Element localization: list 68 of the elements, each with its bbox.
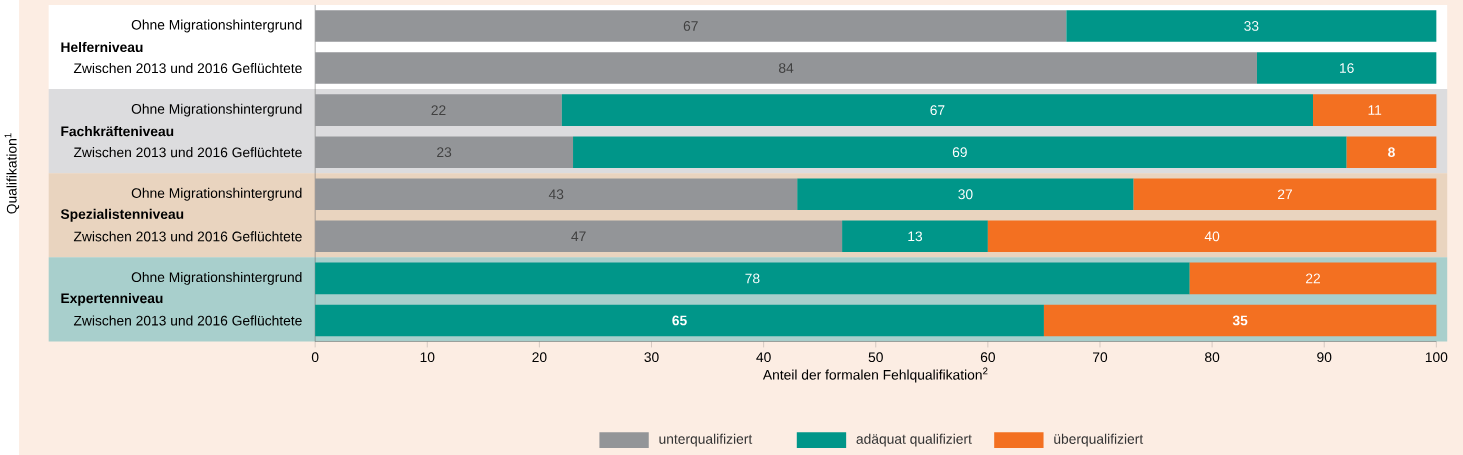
data-label: 47 (571, 231, 586, 242)
y-tick-label: Ohne Migrationshintergrund (131, 19, 302, 33)
text: Helferniveau (61, 41, 143, 53)
data-label: 40 (1204, 231, 1220, 242)
x-tick-label: 100 (1425, 352, 1448, 363)
data-label: 67 (683, 21, 698, 31)
data-label: 65 (672, 315, 687, 326)
bar (315, 220, 843, 253)
x-tick-label: 70 (1093, 352, 1108, 363)
x-tick-label: 50 (868, 352, 883, 363)
bar (573, 136, 1347, 168)
legend-label: überqualifiziert (1054, 433, 1144, 447)
text: Expertenniveau (61, 292, 163, 306)
bar (315, 94, 562, 126)
bar (315, 262, 1190, 295)
data-label: 8 (1388, 147, 1395, 158)
bar (1043, 304, 1437, 337)
bar (987, 220, 1437, 253)
x-tick-label: 30 (644, 352, 659, 363)
data-label: 35 (1232, 315, 1248, 326)
data-label: 23 (437, 147, 452, 158)
x-tick-label: 80 (1205, 352, 1220, 363)
bar (1346, 136, 1437, 168)
data-label: 11 (1368, 105, 1382, 115)
y-tick-label: Zwischen 2013 und 2016 Geflüchtete (73, 147, 302, 158)
x-tick-label: 90 (1317, 352, 1332, 363)
bar (842, 220, 988, 253)
data-label: 84 (778, 63, 794, 73)
y-axis-title: Qualifikation$^{1}$ (4, 133, 20, 214)
data-label: 69 (952, 147, 967, 158)
legend-label: unterqualifiziert (659, 433, 753, 447)
x-tick-label: 40 (756, 352, 771, 363)
data-label: 27 (1278, 189, 1292, 200)
x-tick-label: 60 (980, 352, 996, 363)
bar (797, 178, 1134, 211)
bar (315, 10, 1067, 42)
data-label: 33 (1244, 21, 1259, 31)
y-tick-label: Zwischen 2013 und 2016 Geflüchtete (73, 62, 302, 74)
x-tick-label: 20 (532, 352, 547, 363)
y-tick-label: Ohne Migrationshintergrund (131, 187, 302, 201)
y-tick-label: Zwischen 2013 und 2016 Geflüchtete (73, 315, 302, 326)
data-label: 43 (548, 189, 564, 200)
x-tick-label: 0 (311, 352, 319, 363)
data-label: 67 (930, 105, 945, 116)
bar (315, 304, 1044, 337)
data-label: 16 (1340, 63, 1354, 73)
data-label: 78 (745, 273, 760, 284)
bar (1256, 52, 1437, 84)
text: Spezialistenniveau (60, 208, 184, 222)
bar (1133, 178, 1437, 211)
x-axis-title: Anteil der formalen Fehlqualifikation$^{2}$ (762, 367, 988, 383)
bar (315, 52, 1257, 84)
y-tick-label: Ohne Migrationshintergrund (131, 103, 302, 117)
x-tick-label: 10 (420, 352, 435, 363)
data-label: 22 (431, 105, 446, 115)
data-label: 22 (1306, 273, 1320, 284)
bar (561, 94, 1314, 126)
legend-label: adäquat qualifiziert (856, 433, 972, 447)
data-label: 13 (908, 231, 923, 242)
bar (1313, 94, 1437, 126)
text: Fachkräfteniveau (61, 126, 174, 137)
bar (1189, 262, 1437, 295)
bar (1066, 10, 1437, 42)
bar (315, 178, 798, 211)
y-tick-label: Ohne Migrationshintergrund (131, 271, 302, 285)
bar (315, 136, 574, 168)
data-label: 30 (958, 189, 973, 200)
y-tick-label: Zwischen 2013 und 2016 Geflüchtete (73, 231, 302, 242)
